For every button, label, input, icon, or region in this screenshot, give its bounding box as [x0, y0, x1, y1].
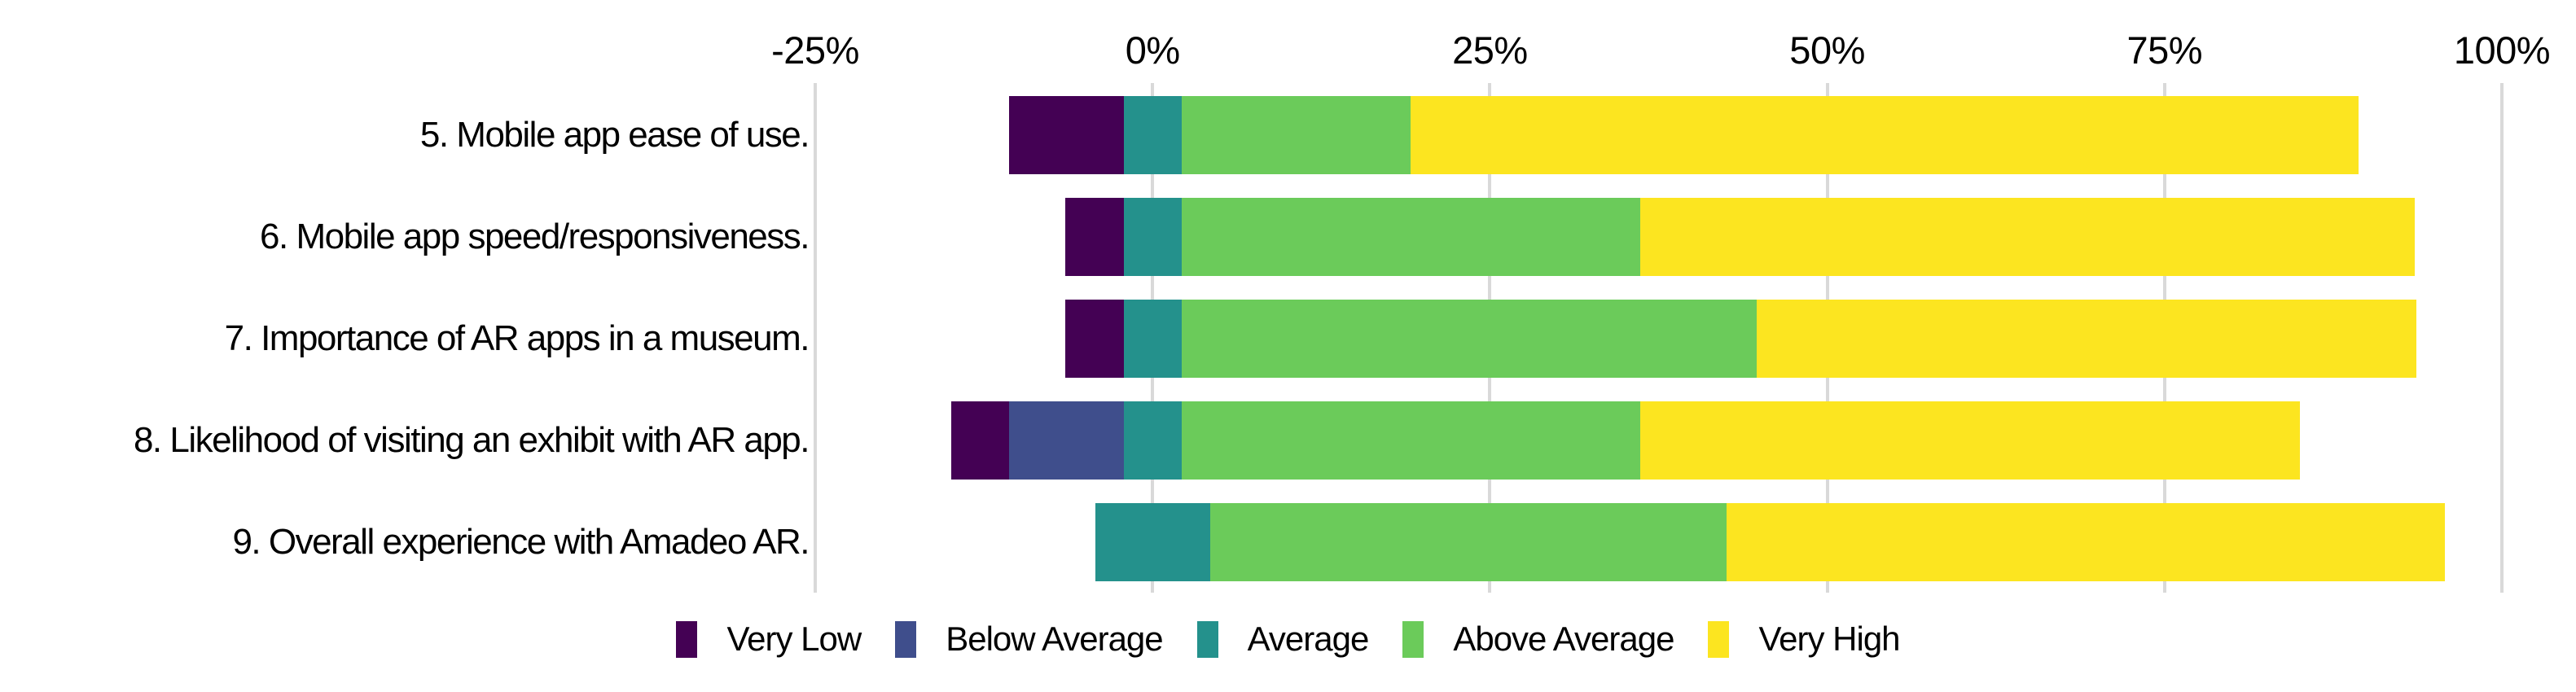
bar-segment-above-average — [1181, 198, 1641, 276]
bar-segment-very-high — [1727, 503, 2445, 581]
x-axis-tick-label: 25% — [1452, 28, 1528, 72]
bar-segment-above-average — [1181, 300, 1757, 378]
bar-segment-very-high — [1411, 96, 2359, 174]
bar-segment-very-low — [1065, 198, 1124, 276]
bar-segment-very-high — [1640, 198, 2416, 276]
bar-segment-average — [1123, 96, 1182, 174]
bar-segment-below-average — [1008, 401, 1124, 480]
bar-segment-above-average — [1209, 503, 1727, 581]
legend-label: Very High — [1758, 620, 1900, 658]
bar-segment-average — [1123, 198, 1182, 276]
legend-label: Below Average — [946, 620, 1163, 658]
legend-label: Average — [1247, 620, 1370, 658]
bar-segment-average — [1123, 300, 1182, 378]
legend-item: Above Average — [1402, 620, 1674, 659]
bar-row — [0, 198, 2576, 276]
bar-segment-very-high — [1756, 300, 2416, 378]
bar-segment-average — [1095, 503, 1210, 581]
category-label: 5. Mobile app ease of use. — [419, 115, 810, 155]
bar-segment-average — [1123, 401, 1182, 480]
bar-row — [0, 503, 2576, 581]
legend-swatch-icon — [1708, 620, 1730, 658]
bar-segment-very-high — [1640, 401, 2301, 480]
legend-swatch-icon — [895, 620, 917, 658]
bar-segment-above-average — [1181, 401, 1641, 480]
x-axis-tick-label: 100% — [2453, 28, 2551, 72]
legend-label: Above Average — [1453, 620, 1674, 658]
gridline — [814, 83, 817, 593]
legend-item: Very High — [1708, 620, 1901, 659]
legend: Very Low Below Average Average Above Averag… — [0, 611, 2576, 668]
bar-row — [0, 300, 2576, 378]
x-axis-tick-label: 50% — [1789, 28, 1865, 72]
legend-item: Average — [1196, 620, 1370, 659]
x-axis-tick-label: 0% — [1125, 28, 1180, 72]
legend-item: Below Average — [895, 620, 1164, 659]
legend-swatch-icon — [676, 620, 698, 658]
legend-label: Very Low — [726, 620, 862, 658]
bar-segment-very-low — [950, 401, 1009, 480]
bar-row — [0, 401, 2576, 480]
legend-swatch-icon — [1402, 620, 1424, 658]
bar-row — [0, 96, 2576, 174]
x-axis-tick-label: 75% — [2126, 28, 2203, 72]
legend-item: Very Low — [676, 620, 862, 659]
bar-segment-above-average — [1181, 96, 1411, 174]
gridline — [2500, 83, 2504, 593]
bar-segment-very-low — [1008, 96, 1124, 174]
bar-segment-very-low — [1065, 300, 1124, 378]
category-label: 7. Importance of AR apps in a museum. — [224, 318, 810, 358]
category-label: 6. Mobile app speed/responsiveness. — [260, 217, 810, 256]
category-label: 8. Likelihood of visiting an exhibit wit… — [133, 420, 810, 460]
x-axis-tick-label: -25% — [771, 28, 859, 72]
category-label: 9. Overall experience with Amadeo AR. — [232, 522, 810, 562]
legend-swatch-icon — [1196, 620, 1218, 658]
